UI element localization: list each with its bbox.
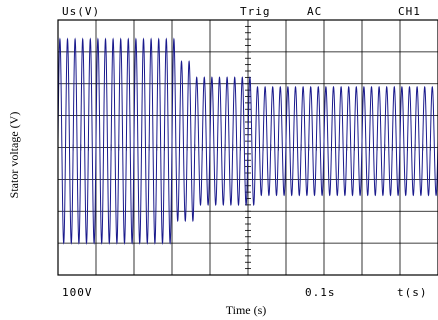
volts-per-div-label: 100V: [62, 286, 93, 299]
stator-voltage-trace: [57, 37, 438, 245]
time-per-div-label: 0.1s: [305, 286, 336, 299]
channel-name-label: CH1: [398, 5, 421, 18]
trigger-label: Trig: [240, 5, 271, 18]
channel-label: Us(V): [62, 5, 100, 18]
x-axis-title: Time (s): [226, 303, 267, 317]
time-axis-label: t(s): [397, 286, 428, 299]
plot-frame: [57, 19, 438, 276]
y-axis-title: Stator voltage (V): [7, 112, 21, 199]
coupling-label: AC: [307, 5, 322, 18]
